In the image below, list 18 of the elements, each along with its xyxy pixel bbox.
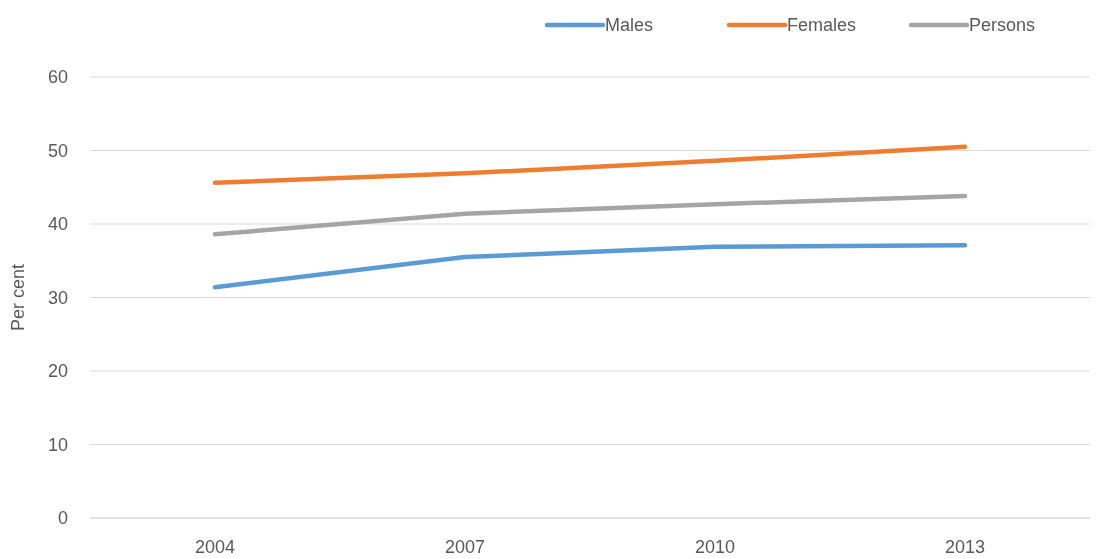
y-tick-label: 50 (47, 140, 68, 161)
y-tick-label: 20 (47, 361, 68, 382)
y-tick-label: 10 (47, 434, 68, 455)
y-tick-label: 30 (47, 287, 68, 308)
y-tick-label: 60 (47, 67, 68, 88)
y-tick-label: 0 (57, 508, 68, 529)
line-series (212, 193, 968, 237)
x-tick-label: 2004 (194, 537, 236, 557)
line-series (212, 144, 968, 186)
legend-label: Females (787, 15, 857, 36)
x-tick-label: 2013 (944, 537, 986, 557)
y-axis-title: Per cent (8, 263, 28, 332)
y-tick-label: 40 (47, 214, 68, 235)
line-series (212, 243, 968, 290)
x-tick-label: 2010 (694, 537, 736, 557)
x-tick-label: 2007 (444, 537, 486, 557)
legend-label: Persons (969, 15, 1036, 36)
legend-label: Males (605, 15, 654, 36)
